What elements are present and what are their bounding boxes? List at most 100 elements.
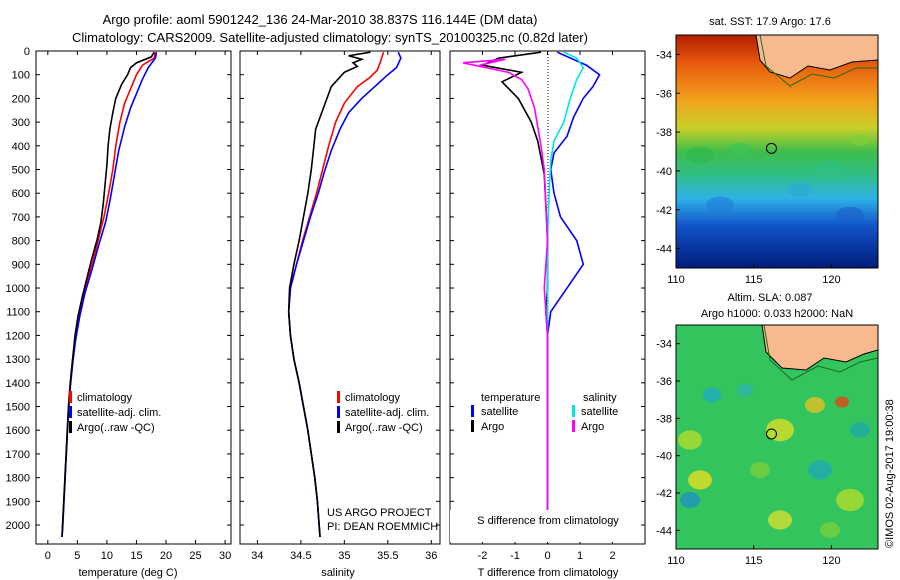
x-tick-label: 25 [189, 550, 201, 562]
y-tick-label: -44 [656, 244, 672, 256]
temperature-panel: 0100200300400500600700800900100011001200… [6, 46, 645, 579]
series-line-satellite [546, 51, 601, 537]
x-tick-label: 10 [101, 550, 113, 562]
series-line-argo-raw-qc- [287, 51, 371, 537]
y-tick-label: -36 [656, 376, 672, 388]
y-tick-label: 1200 [6, 330, 30, 342]
y-tick-label: 1400 [6, 378, 30, 390]
pi-label: PI: DEAN ROEMMICH [327, 521, 438, 533]
s-difference-label: S difference from climatology [477, 515, 619, 527]
sst-map-x-axis: 110 115 120 [667, 264, 841, 286]
series-line-climatology [61, 52, 157, 537]
temperature-lines [61, 51, 158, 537]
land-australia [761, 325, 878, 371]
series-line-argo [462, 58, 549, 537]
y-tick-label: 200 [12, 93, 30, 105]
sla-patch [688, 470, 712, 490]
legend-swatch-t-satellite [471, 405, 474, 417]
x-tick-label: 5 [74, 550, 80, 562]
sst-map-box [675, 34, 879, 269]
y-tick-label: 500 [12, 165, 30, 177]
salinity-panel: 34 34.5 35 35.5 36 salinity climatology sate… [239, 50, 441, 579]
sla-map-panel: Altim. SLA: 0.087 Argo h1000: 0.033 h200… [656, 292, 896, 567]
imos-timestamp: ©IMOS 02-Aug-2017 19:00:38 [884, 399, 896, 548]
sla-patch [805, 397, 825, 413]
sla-patch [766, 418, 794, 442]
x-tick-label: 115 [745, 274, 763, 286]
legend-swatch-s-argo [572, 420, 575, 432]
legend-swatch-argo [69, 421, 72, 433]
y-tick-label: -40 [656, 451, 672, 463]
x-tick-label: 20 [160, 550, 172, 562]
sla-patch [680, 492, 700, 508]
x-tick-label: 2 [609, 550, 615, 562]
x-tick-label: 35 [338, 550, 350, 562]
x-tick-label: 15 [130, 550, 142, 562]
y-tick-label: 600 [12, 188, 30, 200]
y-tick-label: 2000 [6, 520, 30, 532]
temperature-legend: climatology satellite-adj. clim. Argo(..… [69, 391, 161, 434]
series-line-climatology [287, 51, 385, 537]
sla-patch [750, 462, 770, 478]
sla-patch [678, 430, 702, 450]
legend-label-t-argo: Argo [481, 421, 504, 433]
difference-lines [462, 51, 601, 537]
sst-patch [814, 160, 846, 180]
sst-map-y-axis: -34 -36 -38 -40 -42 -44 [656, 49, 680, 256]
legend-label-s-argo: Argo [581, 421, 604, 433]
legend-swatch-climatology [69, 391, 72, 403]
legend-swatch-t-argo [471, 420, 474, 432]
y-tick-label: -40 [656, 166, 672, 178]
salinity-x-label: salinity [321, 567, 355, 579]
depth-axis: 0 100 200 300 400 500 600 700 800 900 1000 1100 1200… [6, 46, 645, 532]
sla-patch [737, 383, 753, 397]
t-difference-label: T difference from climatology [478, 567, 619, 579]
sla-map-box [675, 324, 879, 550]
y-tick-label: 100 [12, 70, 30, 82]
y-tick-label: -44 [656, 525, 672, 537]
y-tick-label: -34 [656, 339, 672, 351]
x-tick-label: 35.5 [377, 550, 398, 562]
legend-swatch-climatology [337, 391, 340, 403]
y-tick-label: -38 [656, 413, 672, 425]
sst-patch [686, 146, 714, 164]
legend-label-climatology: climatology [345, 392, 401, 404]
x-tick-label: 34.5 [290, 550, 311, 562]
legend-title-salinity: salinity [583, 392, 617, 404]
sst-patch [836, 206, 864, 224]
x-tick-label: 115 [745, 555, 763, 567]
y-tick-label: 1900 [6, 496, 30, 508]
y-tick-label: 1300 [6, 354, 30, 366]
series-line-argo-raw-qc- [61, 51, 155, 537]
salinity-x-axis: 34 34.5 35 35.5 36 [251, 51, 437, 562]
x-tick-label: 0 [45, 550, 51, 562]
x-tick-label: -1 [510, 550, 520, 562]
y-tick-label: -36 [656, 88, 672, 100]
sla-map-x-axis: 110 115 120 [667, 545, 841, 567]
salinity-lines [287, 51, 402, 537]
y-tick-label: 1800 [6, 473, 30, 485]
temperature-x-label: temperature (deg C) [78, 567, 177, 579]
x-tick-label: 1 [577, 550, 583, 562]
sst-map-panel: sat. SST: 17.9 Argo: 17.6 110 115 120 -34-… [656, 16, 879, 286]
coast-contour [759, 35, 878, 87]
series-line-satellite [546, 51, 585, 537]
temperature-x-axis: 0 5 10 15 20 25 30 [45, 51, 231, 562]
x-tick-label: 0 [544, 550, 550, 562]
y-tick-label: -34 [656, 49, 672, 61]
legend-label-argo: Argo(..raw -QC) [345, 422, 423, 434]
sst-patch [706, 196, 734, 214]
legend-label-s-satellite: satellite [581, 406, 618, 418]
project-label: US ARGO PROJECT [327, 507, 432, 519]
legend-label-t-satellite: satellite [481, 406, 518, 418]
x-tick-label: 120 [822, 555, 840, 567]
y-tick-label: 400 [12, 141, 30, 153]
y-tick-label: 1700 [6, 449, 30, 461]
sla-patches [678, 383, 870, 538]
salinity-legend: climatology satellite-adj. clim. Argo(..… [337, 391, 429, 434]
sla-patch [768, 510, 792, 530]
sla-patch [850, 422, 870, 438]
y-tick-label: 800 [12, 236, 30, 248]
